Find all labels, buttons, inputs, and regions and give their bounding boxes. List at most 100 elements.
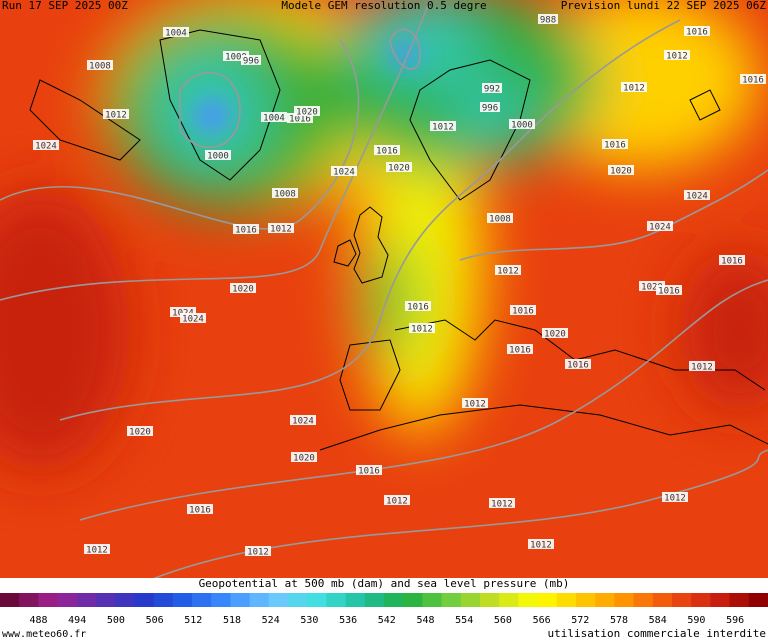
isobar-label: 1012 [432,123,454,133]
colorbar-segment [211,593,231,607]
colorbar-segment [460,593,481,607]
colorbar-tick-label: 542 [378,615,396,626]
colorbar-segment [652,593,673,607]
colorbar-segment [307,593,327,607]
isobar-label: 1016 [512,307,534,317]
isobar-label: 1012 [411,325,433,335]
colorbar-segment [268,593,289,607]
colorbar-tick-label: 578 [610,615,628,626]
isobar-label-box [103,109,129,119]
colorbar-segment [384,593,404,607]
isobar-label-box [740,74,766,84]
isobar-label-box [187,504,213,514]
isobar-label-box [509,119,535,129]
isobar-label: 1008 [89,62,111,72]
isobar-label-box [291,452,317,462]
isobar-label-box [294,106,320,116]
isobar-label-box [384,495,410,505]
footer-left: www.meteo60.fr [2,629,86,640]
colorbar-segment [76,593,97,607]
isobar-label-box [656,285,682,295]
colorbar-segment [326,593,347,607]
isobar-label: 1016 [509,346,531,356]
isobar-label: 1012 [105,111,127,121]
colorbar-tick-label: 500 [107,615,125,626]
isobar-label: 1016 [604,141,626,151]
colorbar-tick-label: 548 [416,615,434,626]
isobar-label-box [538,14,558,24]
isobar-label-box [430,121,456,131]
isobar-label: 1016 [567,361,589,371]
colorbar-tick-label: 584 [649,615,667,626]
isobars [0,0,768,581]
isobar-label: 1020 [232,285,254,295]
isobar-label: 1000 [225,53,247,63]
isobar-label: 1016 [407,303,429,313]
colorbar-segment [480,593,500,607]
isobar-label-box [507,344,533,354]
isobar-label: 1016 [376,147,398,157]
isobar-label-box [621,82,647,92]
colorbar-tick-label: 488 [29,615,47,626]
colorbar-segment [537,593,558,607]
isobar-label: 1020 [293,454,315,464]
isobar-label-box [170,307,196,317]
isobar-label: 996 [243,57,259,67]
isobar-label-box [241,55,261,65]
colorbar-segment [691,593,711,607]
colorbar-segment [172,593,193,607]
isobar-label-box [356,465,382,475]
isobar-label: 1016 [686,28,708,38]
colorbar-tick-label: 560 [494,615,512,626]
colorbar-segment [403,593,423,607]
isobar-label-box [33,140,59,150]
isobar-label: 988 [540,16,556,26]
isobar-label: 1012 [664,494,686,504]
header-right: Prevision lundi 22 SEP 2025 06Z [561,0,767,12]
isobar-label-box [405,301,431,311]
isobar-label-box [684,26,710,36]
isobar-label-box [602,139,628,149]
header-center: Modele GEM resolution 0.5 degre [281,0,486,12]
isobar-label-box [272,188,298,198]
isobar-label: 1016 [358,467,380,477]
colorbar-segment [153,593,174,607]
colorbar-segment [614,593,635,607]
colorbar-segment [729,593,750,607]
isobar-label: 1000 [511,121,533,131]
colorbar-segment [134,593,155,607]
isobar-label-box [480,102,500,112]
colorbar-segment [57,593,78,607]
isobar-label-box [261,112,287,122]
isobar-label-box [87,60,113,70]
isobar-label-box [180,313,206,323]
colorbar-tick-label: 554 [455,615,473,626]
isobar-label-box [374,145,400,155]
colorbar-tick-label: 512 [184,615,202,626]
isobar-label: 1016 [742,76,764,86]
isobar-label-box [127,426,153,436]
isobar-label-box [223,51,249,61]
isobar-label: 1020 [610,167,632,177]
isobar-label-box [233,224,259,234]
colorbar-tick-label: 530 [300,615,318,626]
header-left: Run 17 SEP 2025 00Z [2,0,128,12]
isobar-label: 1000 [207,152,229,162]
colorbar-tick-label: 572 [571,615,589,626]
isobar-label: 1016 [658,287,680,297]
isobar-label: 1024 [182,315,204,325]
colorbar-segment [422,593,443,607]
isobar-label-box [608,165,634,175]
colorbar-tick-label: 536 [339,615,357,626]
isobar-label-box [230,283,256,293]
isobar-label-box [662,492,688,502]
isobar-label: 1020 [296,108,318,118]
isobar-label: 1024 [292,417,314,427]
isobar-label-box [287,113,313,123]
isobar-label: 1020 [544,330,566,340]
legend-title: Geopotential at 500 mb (dam) and sea lev… [199,577,570,590]
isobar-label-box [487,213,513,223]
isobar-label-box [245,546,271,556]
